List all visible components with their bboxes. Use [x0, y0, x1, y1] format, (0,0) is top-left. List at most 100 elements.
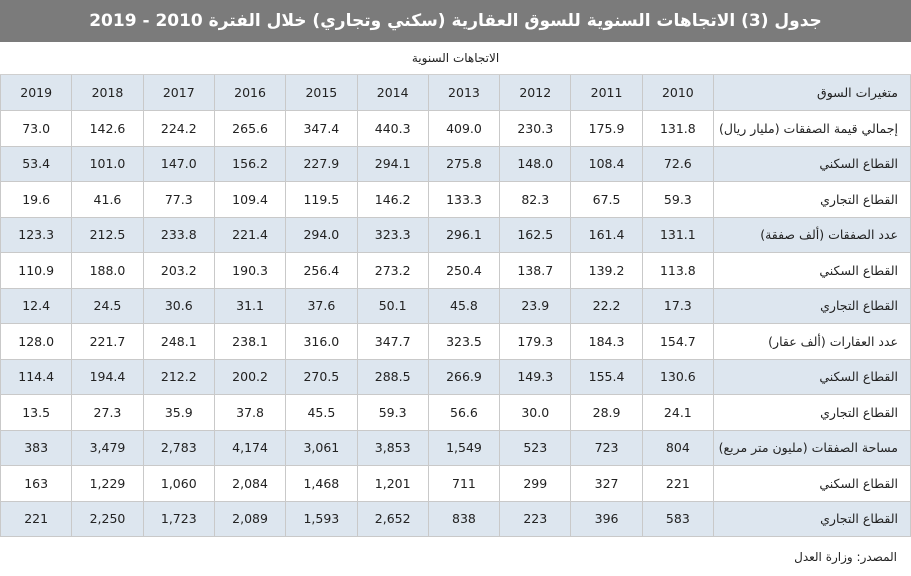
row-label: القطاع التجاري [713, 501, 911, 537]
table-cell: 194.4 [71, 359, 144, 395]
table-cell: 523 [499, 430, 572, 466]
table-cell: 804 [641, 430, 715, 466]
header-year: 2013 [427, 75, 501, 111]
table-cell: 37.8 [213, 394, 287, 431]
table-cell: 296.1 [427, 217, 501, 253]
table-cell: 294.1 [356, 146, 429, 182]
table-cell: 188.0 [71, 252, 144, 289]
table-cell: 838 [427, 501, 501, 537]
table-cell: 108.4 [570, 146, 643, 182]
table-cell: 409.0 [427, 110, 501, 147]
table-cell: 175.9 [570, 110, 643, 147]
table-cell: 266.9 [427, 359, 501, 395]
table-cell: 347.4 [285, 110, 358, 147]
table-cell: 323.3 [356, 217, 429, 253]
row-label: القطاع التجاري [713, 394, 911, 431]
table-cell: 128.0 [0, 323, 73, 360]
table-row: القطاع التجاري 583 396 223 838 2,652 1,593 2,08… [0, 501, 911, 537]
row-label: القطاع السكني [713, 252, 911, 289]
table-cell: 221.7 [71, 323, 144, 360]
table-cell: 184.3 [570, 323, 643, 360]
table-row: القطاع السكني 130.6 155.4 149.3 266.9 288.5 27… [0, 359, 911, 395]
table-cell: 299 [499, 465, 572, 502]
table-cell: 139.2 [570, 252, 643, 289]
table-cell: 221 [641, 465, 715, 502]
table-cell: 273.2 [356, 252, 429, 289]
header-label: متغيرات السوق [713, 75, 911, 111]
table-cell: 37.6 [285, 288, 358, 324]
table-cell: 3,061 [285, 430, 358, 466]
table-cell: 24.5 [71, 288, 144, 324]
table-cell: 156.2 [213, 146, 287, 182]
row-label: مساحة الصفقات (مليون متر مربع) [713, 430, 911, 466]
table-cell: 13.5 [0, 394, 73, 431]
table-cell: 131.8 [641, 110, 715, 147]
table-cell: 73.0 [0, 110, 73, 147]
table-cell: 250.4 [427, 252, 501, 289]
row-label: القطاع التجاري [713, 181, 911, 218]
table-cell: 294.0 [285, 217, 358, 253]
table-cell: 396 [570, 501, 643, 537]
table-row: القطاع التجاري 24.1 28.9 30.0 56.6 59.3 45.5 37… [0, 394, 911, 431]
table-cell: 12.4 [0, 288, 73, 324]
table-cell: 1,229 [71, 465, 144, 502]
table-cell: 72.6 [641, 146, 715, 182]
header-year: 2011 [570, 75, 643, 111]
table-cell: 110.9 [0, 252, 73, 289]
header-year: 2015 [285, 75, 358, 111]
table-cell: 149.3 [499, 359, 572, 395]
table-row: إجمالي قيمة الصفقات (مليار ريال) 131.8 175… [0, 110, 911, 147]
table-cell: 1,549 [427, 430, 501, 466]
table-cell: 138.7 [499, 252, 572, 289]
table-row: القطاع التجاري 59.3 67.5 82.3 133.3 146.2 119.… [0, 181, 911, 218]
table-cell: 238.1 [213, 323, 287, 360]
header-year: 2017 [142, 75, 215, 111]
table-cell: 1,201 [356, 465, 429, 502]
table-cell: 155.4 [570, 359, 643, 395]
table-cell: 4,174 [213, 430, 287, 466]
table-cell: 53.4 [0, 146, 73, 182]
table-cell: 113.8 [641, 252, 715, 289]
table-cell: 200.2 [213, 359, 287, 395]
table-cell: 133.3 [427, 181, 501, 218]
table-cell: 2,089 [213, 501, 287, 537]
header-year: 2012 [499, 75, 572, 111]
table-cell: 583 [641, 501, 715, 537]
table-row: القطاع السكني 113.8 139.2 138.7 250.4 273.2 25… [0, 252, 911, 289]
table-cell: 148.0 [499, 146, 572, 182]
table-subheader: الاتجاهات السنوية [0, 42, 911, 75]
table-cell: 203.2 [142, 252, 215, 289]
table-cell: 2,250 [71, 501, 144, 537]
table-cell: 35.9 [142, 394, 215, 431]
table-cell: 114.4 [0, 359, 73, 395]
table-cell: 1,723 [142, 501, 215, 537]
table-cell: 440.3 [356, 110, 429, 147]
table-cell: 123.3 [0, 217, 73, 253]
row-label: عدد العقارات (ألف عقار) [713, 323, 911, 360]
row-label: القطاع السكني [713, 359, 911, 395]
header-row: متغيرات السوق 2010 2011 2012 2013 2014 2… [0, 75, 911, 111]
table-cell: 723 [570, 430, 643, 466]
table-cell: 212.5 [71, 217, 144, 253]
table-cell: 27.3 [71, 394, 144, 431]
table-cell: 154.7 [641, 323, 715, 360]
table-cell: 221 [0, 501, 73, 537]
table-cell: 233.8 [142, 217, 215, 253]
table-cell: 109.4 [213, 181, 287, 218]
table-cell: 1,060 [142, 465, 215, 502]
row-label: القطاع السكني [713, 465, 911, 502]
table-cell: 270.5 [285, 359, 358, 395]
table-cell: 45.8 [427, 288, 501, 324]
table-cell: 162.5 [499, 217, 572, 253]
market-trends-table: متغيرات السوق 2010 2011 2012 2013 2014 2… [0, 75, 911, 537]
table-cell: 265.6 [213, 110, 287, 147]
table-cell: 323.5 [427, 323, 501, 360]
table-row: القطاع التجاري 17.3 22.2 23.9 45.8 50.1 37.6 31… [0, 288, 911, 324]
table-cell: 256.4 [285, 252, 358, 289]
table-cell: 59.3 [641, 181, 715, 218]
row-label: القطاع التجاري [713, 288, 911, 324]
table-cell: 2,084 [213, 465, 287, 502]
table-cell: 41.6 [71, 181, 144, 218]
table-cell: 212.2 [142, 359, 215, 395]
table-cell: 230.3 [499, 110, 572, 147]
